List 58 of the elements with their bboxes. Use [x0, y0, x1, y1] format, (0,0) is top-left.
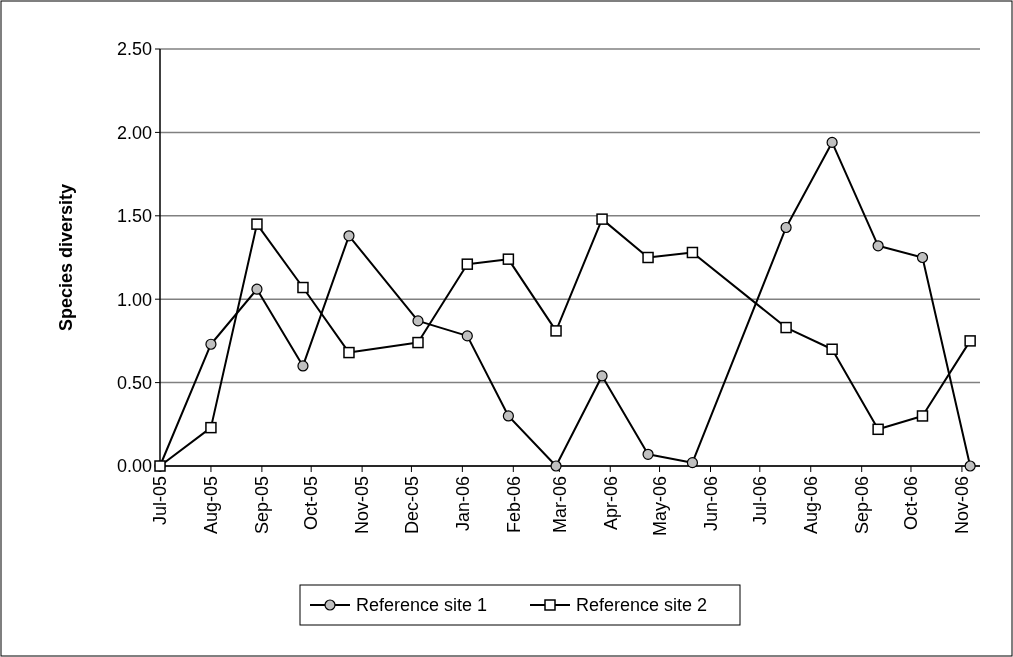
point — [461, 258, 474, 270]
point — [297, 281, 309, 294]
x-tick-label: Nov-06 — [952, 476, 973, 535]
y-tick-label: 2.50 — [116, 39, 152, 60]
point — [780, 321, 792, 334]
point — [502, 253, 515, 265]
x-tick-label: Mar-06 — [549, 476, 570, 534]
x-tick-label: Apr-06 — [600, 476, 621, 531]
point — [596, 370, 608, 382]
y-tick-label: 1.00 — [116, 289, 152, 310]
point — [642, 448, 654, 460]
legend-label: Reference site 2 — [576, 595, 708, 616]
point — [872, 423, 884, 436]
legend-label: Reference site 1 — [356, 595, 488, 616]
point — [642, 251, 654, 264]
point — [205, 338, 217, 350]
x-tick-label: Dec-05 — [401, 476, 422, 535]
point — [343, 230, 355, 242]
point — [916, 251, 929, 264]
point — [251, 283, 263, 295]
x-tick-label: Jan-06 — [452, 476, 473, 532]
x-tick-label: Oct-06 — [901, 476, 922, 531]
point — [461, 330, 473, 342]
point — [343, 346, 355, 359]
x-tick-label: Aug-05 — [201, 476, 222, 535]
x-tick-label: Jun-06 — [700, 476, 721, 532]
point — [872, 240, 884, 252]
point — [251, 218, 263, 230]
y-axis-title: Species diversity — [56, 183, 76, 332]
x-tick-label: Oct-05 — [301, 476, 322, 531]
point — [686, 457, 699, 469]
point — [550, 325, 562, 337]
x-tick-label: May-06 — [649, 476, 670, 537]
x-tick-label: Aug-06 — [801, 476, 822, 535]
x-tick-label: Nov-05 — [352, 476, 373, 535]
point — [412, 315, 424, 327]
point — [550, 460, 562, 472]
x-tick-label: Sep-06 — [851, 476, 872, 535]
y-tick-label: 0.50 — [116, 372, 152, 393]
point — [826, 343, 838, 355]
point — [780, 221, 792, 234]
y-tick-label: 2.00 — [116, 122, 152, 143]
point — [297, 360, 309, 372]
point — [826, 136, 838, 149]
point — [205, 421, 217, 434]
point — [916, 410, 929, 422]
point — [964, 335, 976, 347]
point — [964, 460, 976, 472]
x-tick-label: Sep-05 — [252, 476, 273, 535]
x-tick-label: Jul-05 — [150, 476, 171, 526]
point — [412, 336, 424, 349]
point — [502, 410, 514, 422]
y-tick-label: 1.50 — [116, 206, 152, 227]
y-tick-label: 0.00 — [116, 456, 152, 477]
point — [686, 246, 699, 259]
x-tick-label: Feb-06 — [503, 476, 524, 534]
point — [596, 213, 608, 225]
x-tick-label: Jul-06 — [750, 476, 771, 526]
